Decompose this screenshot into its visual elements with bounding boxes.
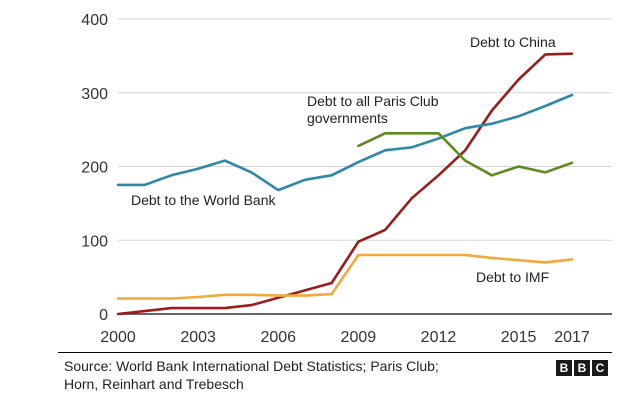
footer-divider <box>58 352 612 353</box>
series-line-debt-to-all-paris-club-governments <box>357 132 574 177</box>
bbc-logo-letter-3: C <box>592 360 608 376</box>
source-note: Source: World Bank International Debt St… <box>64 357 544 393</box>
label-debt-to-china: Debt to China <box>470 34 556 50</box>
x-tick-label: 2012 <box>421 329 457 346</box>
series-line-debt-to-imf <box>116 253 574 300</box>
x-tick-label: 2006 <box>260 329 296 346</box>
gridlines <box>118 18 612 315</box>
x-tick-label: 2000 <box>100 329 136 346</box>
label-paris-club-line1: Debt to all Paris Club <box>307 93 439 109</box>
y-tick-label: 300 <box>81 86 108 103</box>
bbc-logo-letter-2: B <box>574 360 590 376</box>
source-line-2: Horn, Reinhart and Trebesch <box>64 376 244 392</box>
y-tick-labels: 0 100 200 300 400 <box>81 12 108 324</box>
label-debt-to-world-bank: Debt to the World Bank <box>131 192 276 208</box>
x-tick-labels: 2000 2003 2006 2009 2012 2015 2017 <box>100 329 590 346</box>
label-paris-club-line2: governments <box>307 110 388 126</box>
bbc-logo: B B C <box>556 360 608 376</box>
series-lines <box>116 52 574 316</box>
y-tick-label: 0 <box>99 307 108 324</box>
x-tick-label: 2015 <box>501 329 537 346</box>
y-tick-label: 400 <box>81 12 108 29</box>
bbc-logo-letter-1: B <box>556 360 572 376</box>
series-line-debt-to-the-world-bank <box>116 93 574 192</box>
series-line-debt-to-china <box>116 52 574 316</box>
x-tick-label: 2003 <box>180 329 216 346</box>
x-tick-label: 2009 <box>341 329 377 346</box>
label-debt-to-imf: Debt to IMF <box>476 269 549 285</box>
y-tick-label: 100 <box>81 233 108 250</box>
y-tick-label: 200 <box>81 160 108 177</box>
x-tick-label: 2017 <box>554 329 590 346</box>
source-line-1: Source: World Bank International Debt St… <box>64 358 439 374</box>
